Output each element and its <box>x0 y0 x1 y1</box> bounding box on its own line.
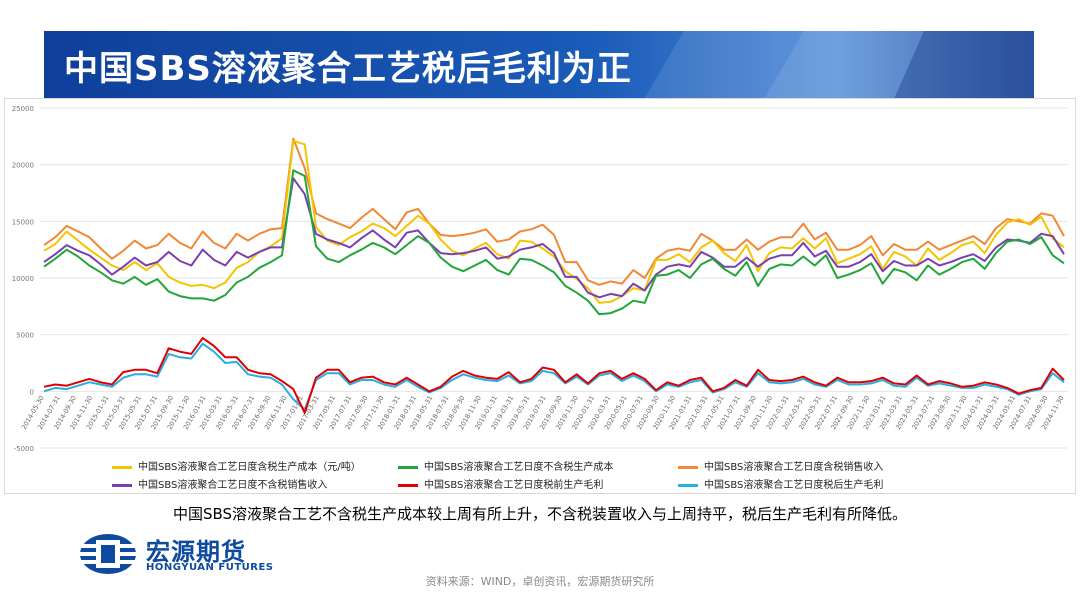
legend-swatch <box>678 483 698 487</box>
chart-area: 25000 20000 15000 10000 5000 0 -5000 2014-05-30… <box>4 98 1076 494</box>
legend-label: 中国SBS溶液聚合工艺日度税后生产毛利 <box>704 480 884 491</box>
series-line-5 <box>43 342 1065 411</box>
series-line-3 <box>43 177 1065 299</box>
legend-swatch <box>112 483 132 487</box>
legend-label: 中国SBS溶液聚合工艺日度含税销售收入 <box>704 462 884 473</box>
title-banner-background <box>44 31 1034 99</box>
legend-label: 中国SBS溶液聚合工艺日度不含税销售收入 <box>138 480 328 491</box>
series-line-4 <box>43 337 1065 414</box>
series-line-2 <box>43 137 1065 286</box>
y-tick-label: 0 <box>30 388 34 396</box>
source-note: 资料来源：WIND，卓创资讯，宏源期货研究所 <box>425 575 655 588</box>
logo-text-en: HONGYUAN FUTURES <box>146 562 274 573</box>
logo-text-cn: 宏源期货 <box>146 538 246 566</box>
legend-label: 中国SBS溶液聚合工艺日度含税生产成本（元/吨） <box>138 462 361 473</box>
y-tick-label: 10000 <box>12 275 34 283</box>
legend-item-tax-incl-cost: 中国SBS溶液聚合工艺日度含税生产成本（元/吨） <box>112 458 361 473</box>
y-tick-label: 20000 <box>12 162 34 170</box>
series-line-1 <box>43 169 1065 316</box>
y-tick-label: 25000 <box>12 105 34 113</box>
legend-swatch <box>398 483 418 487</box>
chart-commentary: 中国SBS溶液聚合工艺不含税生产成本较上周有所上升，不含税装置收入与上周持平，税… <box>172 505 908 523</box>
company-logo: 宏源期货 HONGYUAN FUTURES <box>78 530 308 578</box>
y-tick-label: 5000 <box>16 332 34 340</box>
legend-label: 中国SBS溶液聚合工艺日度不含税生产成本 <box>424 462 614 473</box>
legend-item-tax-excl-revenue: 中国SBS溶液聚合工艺日度不含税销售收入 <box>112 476 327 491</box>
series-line-0 <box>43 139 1065 304</box>
legend-swatch <box>112 465 132 469</box>
y-tick-label: 15000 <box>12 218 34 226</box>
logo-emblem-icon <box>80 534 136 574</box>
y-tick-label: -5000 <box>14 445 34 453</box>
legend-item-aftertax-margin: 中国SBS溶液聚合工艺日度税后生产毛利 <box>678 476 883 491</box>
line-chart: 2500020000150001000050000-50002014-05-30… <box>4 98 1076 494</box>
legend-item-tax-excl-cost: 中国SBS溶液聚合工艺日度不含税生产成本 <box>398 458 613 473</box>
chart-frame <box>4 98 1076 494</box>
legend-swatch <box>678 465 698 469</box>
legend-label: 中国SBS溶液聚合工艺日度税前生产毛利 <box>424 480 604 491</box>
legend-item-tax-incl-revenue: 中国SBS溶液聚合工艺日度含税销售收入 <box>678 458 883 473</box>
legend-swatch <box>398 465 418 469</box>
title-banner: 中国SBS溶液聚合工艺税后毛利为正 <box>44 31 1034 99</box>
legend-item-pretax-margin: 中国SBS溶液聚合工艺日度税前生产毛利 <box>398 476 603 491</box>
page-title: 中国SBS溶液聚合工艺税后毛利为正 <box>64 49 632 89</box>
